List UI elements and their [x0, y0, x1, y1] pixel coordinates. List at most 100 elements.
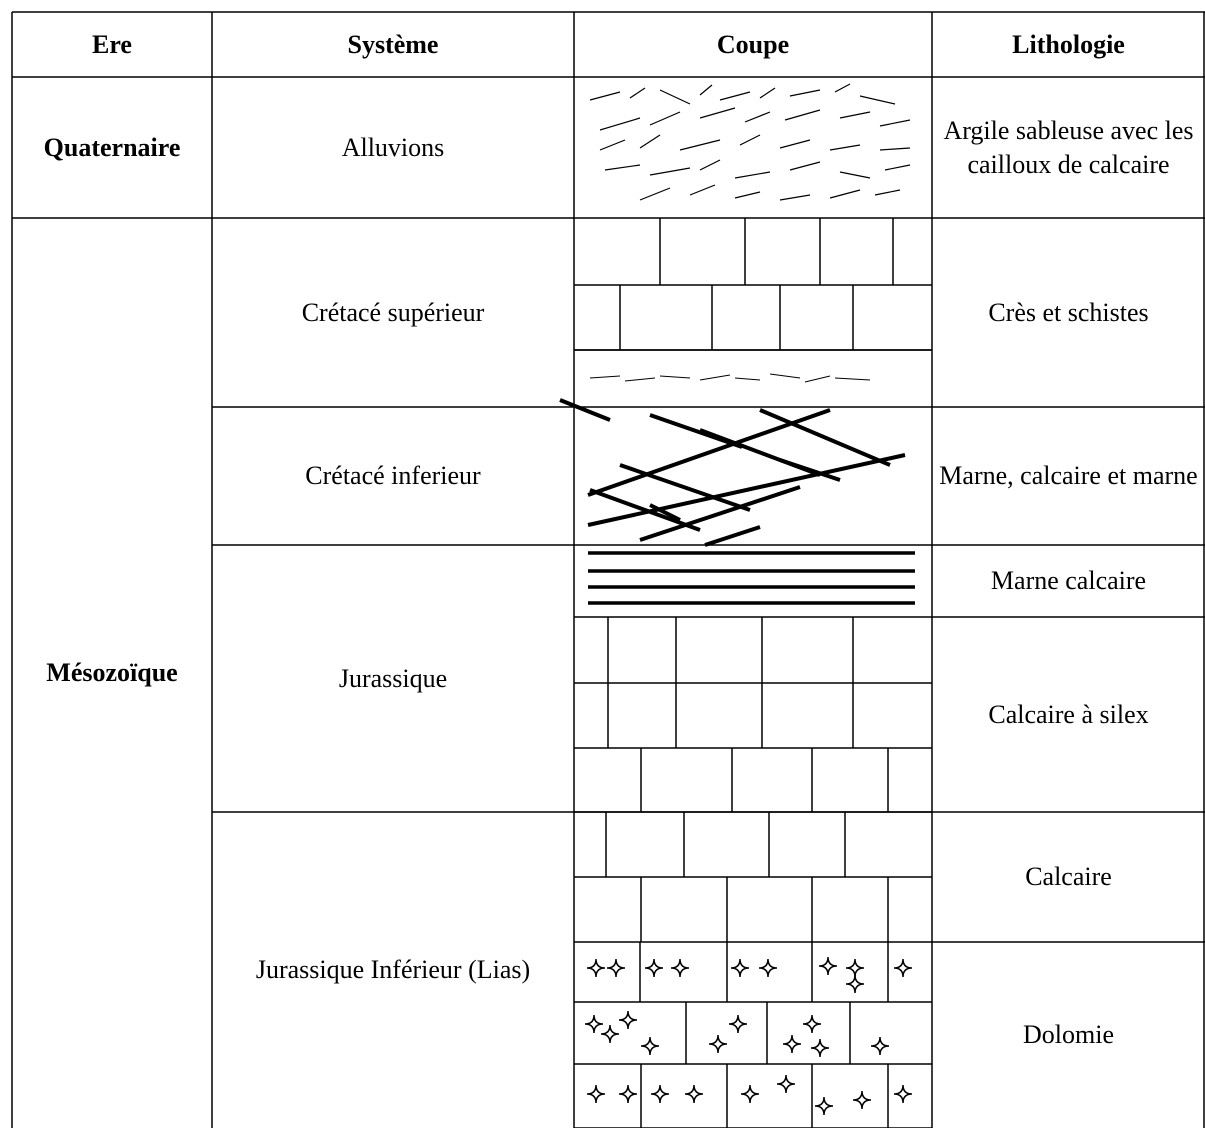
pattern-scribble: [879, 119, 911, 127]
pattern-scribble: [779, 194, 811, 201]
pattern-star: [845, 974, 865, 994]
pattern-star: [810, 1038, 830, 1058]
lithology-cell: Calcaire: [1025, 862, 1112, 892]
pattern-scribble: [874, 189, 901, 196]
pattern-scribble: [739, 134, 761, 146]
pattern-scribble: [789, 161, 821, 171]
pattern-scribble: [629, 87, 646, 99]
pattern-dash: [624, 377, 656, 382]
pattern-scribble: [859, 95, 896, 105]
pattern-star: [740, 1084, 760, 1104]
pattern-scribble: [604, 164, 641, 171]
header-cell: Système: [347, 29, 439, 59]
pattern-dash: [589, 375, 621, 379]
pattern-star: [730, 958, 750, 978]
pattern-scribble: [689, 184, 716, 196]
pattern-thick-line: [759, 408, 891, 467]
pattern-dash: [659, 375, 691, 379]
pattern-star: [606, 958, 626, 978]
pattern-star: [670, 958, 690, 978]
pattern-scribble: [589, 91, 621, 101]
pattern-star: [650, 1084, 670, 1104]
lithology-cell: Dolomie: [1023, 1020, 1114, 1050]
pattern-scribble: [599, 117, 641, 131]
header-cell: Lithologie: [1012, 29, 1125, 59]
pattern-scribble: [839, 111, 871, 119]
pattern-star: [893, 1084, 913, 1104]
pattern-scribble: [649, 111, 681, 126]
pattern-scribble: [639, 187, 671, 201]
pattern-star: [776, 1074, 796, 1094]
pattern-dash: [834, 377, 871, 381]
lithology-cell: Argile sableuse avec les cailloux de cal…: [943, 115, 1194, 179]
header-cell: Coupe: [716, 29, 790, 59]
pattern-dash: [804, 375, 831, 383]
lithology-cell: Crès et schistes: [988, 297, 1149, 327]
lithology-cell: Calcaire à silex: [988, 699, 1149, 729]
pattern-scribble: [879, 147, 911, 151]
pattern-dash: [699, 374, 731, 381]
pattern-scribble: [784, 109, 821, 121]
pattern-star: [584, 1014, 604, 1034]
era-cell: Mésozoïque: [46, 658, 178, 688]
pattern-scribble: [759, 87, 776, 99]
pattern-scribble: [599, 139, 626, 151]
pattern-star: [814, 1096, 834, 1116]
pattern-thick-line: [559, 398, 611, 422]
pattern-scribble: [649, 167, 691, 176]
pattern-dash: [769, 373, 801, 379]
pattern-thick-line: [587, 453, 906, 527]
pattern-star: [640, 1036, 660, 1056]
pattern-scribble: [779, 139, 811, 149]
pattern-star: [586, 1084, 606, 1104]
pattern-scribble: [699, 84, 713, 96]
pattern-scribble: [734, 191, 761, 199]
system-cell: Crétacé inferieur: [305, 461, 481, 491]
pattern-star: [758, 958, 778, 978]
pattern-scribble: [789, 89, 821, 97]
system-cell: Jurassique: [338, 663, 448, 693]
pattern-star: [586, 958, 606, 978]
pattern-star: [618, 1010, 638, 1030]
pattern-scribble: [829, 189, 861, 199]
pattern-scribble: [719, 91, 751, 101]
pattern-thick-line: [779, 458, 841, 482]
pattern-star: [684, 1084, 704, 1104]
era-cell: Quaternaire: [43, 132, 181, 162]
pattern-thick-line: [704, 525, 761, 547]
pattern-scribble: [884, 164, 911, 171]
pattern-scribble: [829, 144, 861, 151]
pattern-scribble: [744, 111, 771, 123]
pattern-star: [708, 1034, 728, 1054]
pattern-scribble: [639, 134, 661, 149]
system-cell: Alluvions: [341, 132, 445, 162]
pattern-scribble: [679, 139, 721, 151]
pattern-star: [644, 958, 664, 978]
pattern-thick-line: [589, 488, 701, 532]
system-cell: Jurassique Inférieur (Lias): [255, 955, 531, 985]
header-cell: Ere: [92, 29, 132, 59]
pattern-star: [618, 1084, 638, 1104]
pattern-star: [845, 958, 865, 978]
pattern-scribble: [734, 171, 771, 179]
pattern-scribble: [699, 159, 721, 171]
pattern-star: [893, 958, 913, 978]
pattern-star: [782, 1034, 802, 1054]
pattern-thick-line: [649, 503, 681, 522]
pattern-star: [818, 956, 838, 976]
lithology-cell: Marne, calcaire et marne: [939, 461, 1198, 491]
lithology-cell: Marne calcaire: [990, 566, 1147, 596]
pattern-thick-line: [619, 463, 751, 512]
pattern-star: [870, 1036, 890, 1056]
pattern-scribble: [839, 171, 871, 179]
pattern-scribble: [659, 89, 691, 105]
pattern-dash: [734, 377, 761, 381]
pattern-scribble: [834, 83, 851, 93]
system-cell: Crétacé supérieur: [301, 297, 485, 327]
pattern-star: [600, 1024, 620, 1044]
pattern-star: [802, 1014, 822, 1034]
pattern-star: [852, 1090, 872, 1110]
pattern-scribble: [699, 107, 736, 119]
